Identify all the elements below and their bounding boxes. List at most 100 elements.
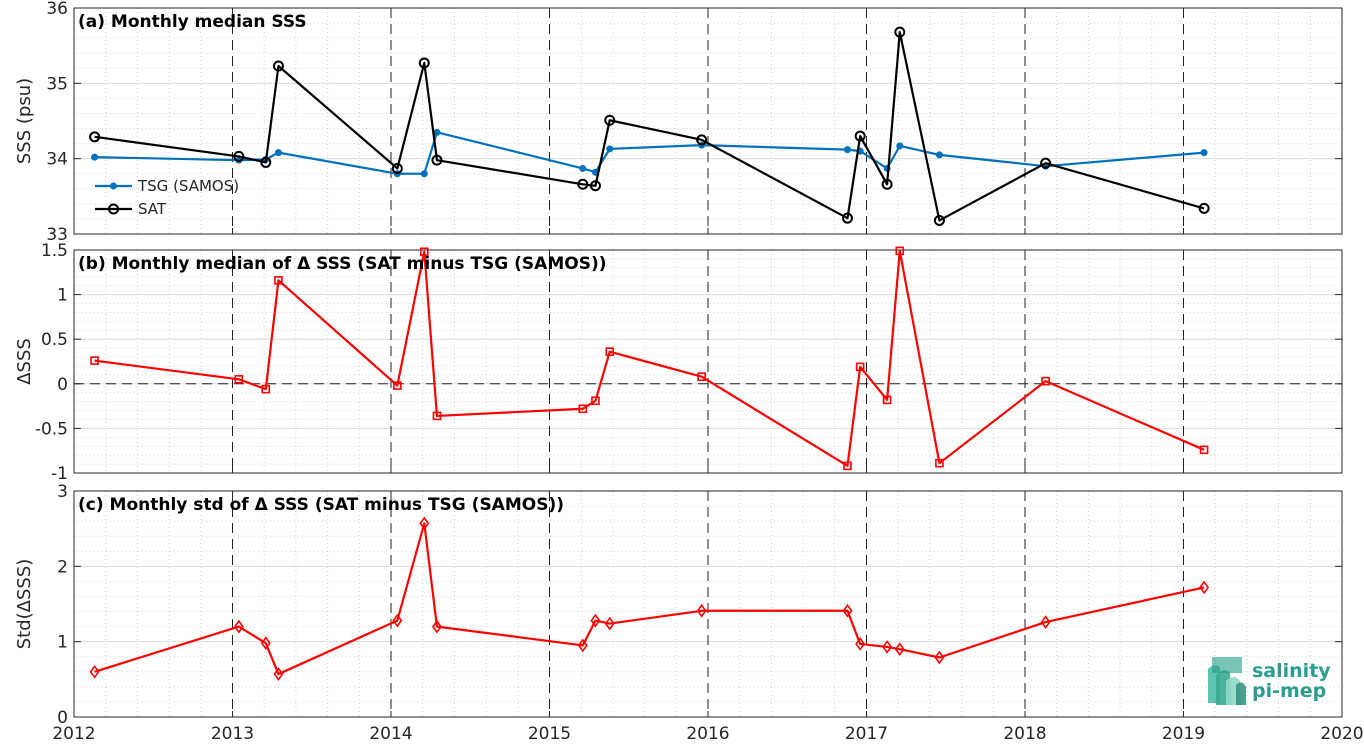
data-point	[419, 516, 430, 531]
y-tick-label: 3	[57, 482, 68, 502]
series-values	[89, 516, 1210, 681]
data-point	[260, 636, 271, 651]
tick-marks	[73, 249, 1343, 474]
x-tick-label: 2020	[1320, 724, 1363, 744]
data-point	[233, 150, 245, 162]
x-tick-label: 2013	[211, 724, 254, 744]
tick-marks	[73, 490, 1343, 718]
data-point	[260, 156, 272, 168]
panel-c: 0 1 2 3 2012 2013 2014 2015 2016 2017 2018 2019 2020…	[14, 482, 1364, 744]
data-point	[696, 134, 708, 146]
y-tick-label: 1	[57, 286, 68, 306]
data-point	[896, 142, 904, 150]
panel-title: (b) Monthly median of Δ SSS (SAT minus T…	[78, 254, 607, 274]
data-point	[91, 153, 99, 161]
data-point	[234, 375, 244, 384]
data-point	[90, 356, 99, 365]
data-point	[1199, 580, 1210, 595]
wave-logo-icon	[1208, 657, 1246, 705]
data-point	[590, 613, 601, 628]
y-tick-label: -1	[51, 464, 68, 484]
y-tick-label: 34	[46, 150, 68, 170]
data-point	[935, 458, 944, 468]
data-point	[89, 131, 101, 143]
data-point	[606, 145, 614, 153]
y-tick-label: 33	[46, 225, 68, 245]
data-point	[579, 164, 587, 172]
y-tick-label: 0	[57, 708, 68, 728]
tick-marks	[73, 7, 1343, 235]
data-point	[1040, 615, 1051, 629]
data-point	[273, 667, 284, 681]
data-point	[843, 146, 851, 154]
data-point	[894, 642, 905, 657]
data-point	[1200, 149, 1208, 157]
data-point	[605, 347, 615, 356]
data-point	[935, 151, 943, 159]
series-line	[94, 522, 1205, 676]
legend-marker	[108, 203, 119, 215]
minor-grid	[74, 491, 1342, 717]
y-axis-label: SSS (psu)	[14, 78, 35, 164]
data-point	[933, 214, 945, 226]
data-point	[433, 128, 441, 136]
y-axis-label: ΔSSS	[14, 338, 35, 385]
data-point	[577, 638, 588, 653]
data-point	[431, 154, 443, 166]
x-tick-label: 2016	[686, 724, 729, 744]
data-point	[431, 619, 442, 634]
x-tick-label: 2015	[528, 724, 571, 744]
data-point	[841, 212, 853, 224]
data-point	[855, 362, 865, 372]
panel-b: -1 -0.5 0 0.5 1 1.5 ΔSSS (b) Monthly median of …	[14, 241, 1343, 484]
panel-title: (c) Monthly std of Δ SSS (SAT minus TSG …	[78, 495, 564, 515]
logo-line1: salinity	[1252, 660, 1331, 682]
data-point	[432, 411, 442, 421]
data-point	[855, 637, 866, 651]
data-point	[274, 149, 282, 157]
x-tick-label: 2018	[1003, 724, 1046, 744]
series-sat	[89, 26, 1210, 226]
data-point	[882, 640, 893, 654]
year-lines	[232, 491, 1184, 717]
data-point	[391, 162, 403, 174]
data-point	[843, 461, 852, 471]
data-point	[894, 26, 906, 38]
y-axis-label: Std(ΔSSS)	[14, 559, 35, 650]
data-point	[882, 395, 892, 405]
data-point	[591, 396, 600, 406]
data-point	[233, 619, 244, 634]
minor-grid	[74, 8, 1342, 234]
data-point	[261, 384, 271, 394]
panel-a: 33 34 35 36 SSS (psu) (a) Monthly median SSS T…	[14, 0, 1343, 245]
data-point	[854, 130, 866, 142]
y-tick-label: 35	[46, 74, 68, 94]
series-values	[90, 246, 1209, 471]
data-point	[272, 60, 284, 72]
data-point	[934, 650, 945, 665]
data-point	[418, 57, 430, 69]
series-line	[94, 31, 1205, 222]
data-point	[1198, 202, 1210, 214]
legend-label: SAT	[138, 200, 167, 218]
logo-line2: pi-mep	[1252, 680, 1326, 702]
x-tick-label: 2014	[369, 724, 412, 744]
y-tick-label: 0	[57, 375, 68, 395]
data-point	[392, 613, 403, 628]
x-tick-label: 2017	[845, 724, 888, 744]
y-tick-label: 1	[57, 633, 68, 653]
data-point	[697, 372, 706, 381]
data-point	[419, 247, 429, 257]
data-point	[842, 603, 853, 618]
y-tick-label: -0.5	[35, 419, 68, 439]
data-point	[1199, 445, 1209, 455]
x-tick-label: 2019	[1162, 724, 1205, 744]
salinity-pi-mep-logo: salinity pi-mep	[1208, 657, 1331, 705]
y-tick-label: 2	[57, 557, 68, 577]
data-point	[578, 404, 588, 414]
data-point	[89, 664, 100, 679]
data-point	[1040, 157, 1052, 169]
series-line	[94, 249, 1205, 467]
minor-grid	[74, 250, 1342, 473]
